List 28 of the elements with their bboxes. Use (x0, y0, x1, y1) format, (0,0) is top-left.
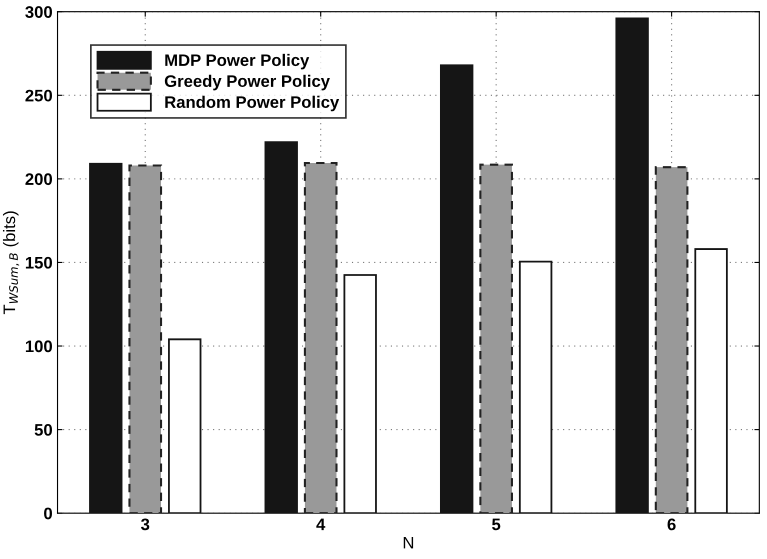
y-tick-label: 250 (25, 90, 52, 102)
y-tick-label: 100 (26, 340, 52, 352)
x-tick-label: 3 (141, 518, 150, 530)
y-tick-label: 300 (25, 6, 52, 18)
y-axis-title: T$_{WSum,B}$ (bits) (2, 211, 20, 314)
x-tick-label: 5 (492, 518, 500, 530)
y-tick-label: 0 (44, 508, 52, 520)
x-axis-title: N (404, 536, 414, 548)
bar (440, 64, 474, 514)
legend-label: Greedy Power Policy (164, 74, 330, 90)
legend-label: Random Power Policy (165, 96, 340, 112)
bar (304, 162, 338, 514)
x-tick-label: 6 (668, 518, 676, 530)
bar (343, 274, 377, 514)
bar (264, 141, 298, 514)
bar (694, 248, 728, 514)
y-tick-label: 150 (26, 256, 52, 269)
bar (168, 338, 202, 514)
x-tick-label: 4 (316, 518, 326, 530)
legend-label: MDP Power Policy (165, 54, 310, 70)
bar (518, 260, 552, 514)
bar (479, 164, 513, 514)
bar (89, 162, 122, 514)
bar (128, 164, 162, 514)
y-tick-label: 200 (25, 173, 52, 186)
bar (615, 18, 649, 514)
bar (654, 166, 688, 514)
y-tick-label: 50 (34, 424, 52, 436)
